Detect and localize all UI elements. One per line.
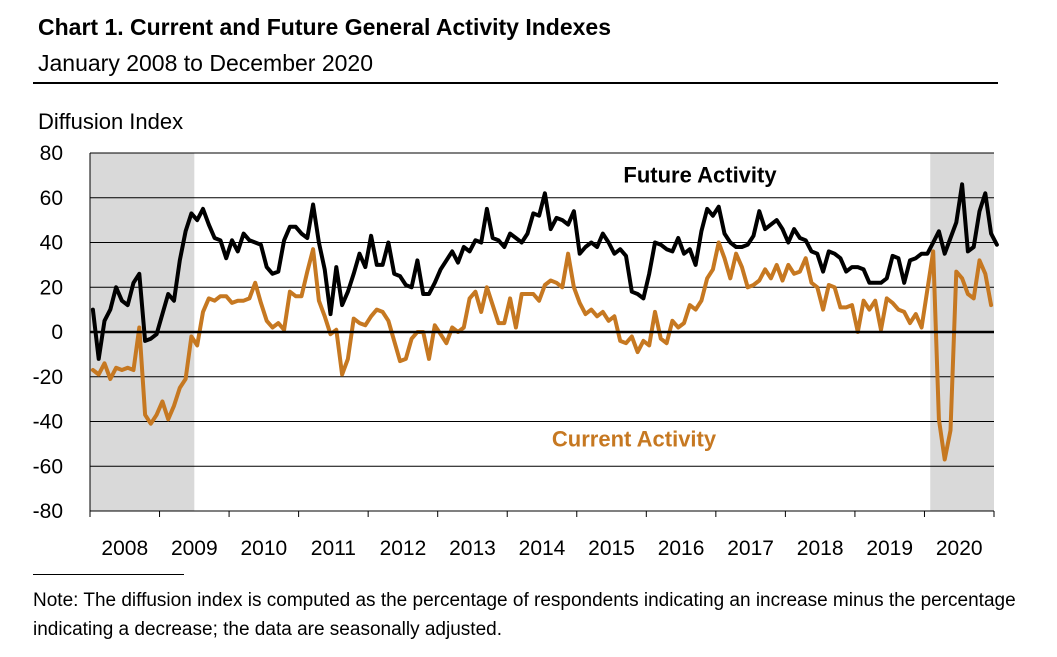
x-tick-label: 2014	[519, 537, 566, 560]
x-tick-label: 2011	[311, 537, 356, 560]
y-tick-label: 0	[51, 321, 63, 344]
future-activity-label: Future Activity	[623, 162, 777, 187]
x-tick-label: 2019	[866, 537, 913, 560]
x-tick-label: 2013	[449, 537, 496, 560]
y-tick-label: -80	[33, 500, 63, 523]
x-axis: 2008 2009 2010 2011 2012 2013 2014 2015 2016 2017…	[89, 510, 995, 560]
y-tick-label: -20	[33, 366, 63, 389]
chart-subtitle: January 2008 to December 2020	[38, 50, 373, 76]
y-tick-label: 20	[40, 276, 63, 299]
x-tick-label: 2020	[936, 537, 983, 560]
chart-title: Chart 1. Current and Future General Acti…	[38, 14, 612, 40]
series-lines	[90, 182, 999, 462]
x-tick-label: 2018	[797, 537, 844, 560]
current-activity-label: Current Activity	[552, 426, 717, 451]
future-activity-line	[90, 182, 999, 361]
x-tick-label: 2016	[658, 537, 705, 560]
y-tick-label: 60	[40, 187, 63, 210]
x-tick-label: 2010	[240, 537, 287, 560]
y-tick-label: -60	[33, 455, 63, 478]
x-tick-label: 2015	[588, 537, 635, 560]
y-axis: 80 60 40 20 0 -20 -40 -60 -80	[33, 142, 91, 523]
x-tick-label: 2008	[101, 537, 148, 560]
x-tick-label: 2017	[727, 537, 774, 560]
note-rule	[33, 574, 184, 575]
annotations: Future Activity Current Activity	[552, 162, 777, 451]
y-tick-label: 40	[40, 232, 63, 255]
footnote: Note: The diffusion index is computed as…	[33, 590, 1016, 640]
x-tick-label: 2012	[380, 537, 427, 560]
y-tick-label: 80	[40, 142, 63, 165]
y-tick-label: -40	[33, 411, 63, 434]
title-rule	[33, 82, 998, 84]
current-activity-line	[90, 240, 994, 462]
x-tick-label: 2009	[171, 537, 218, 560]
y-axis-label: Diffusion Index	[38, 109, 184, 134]
